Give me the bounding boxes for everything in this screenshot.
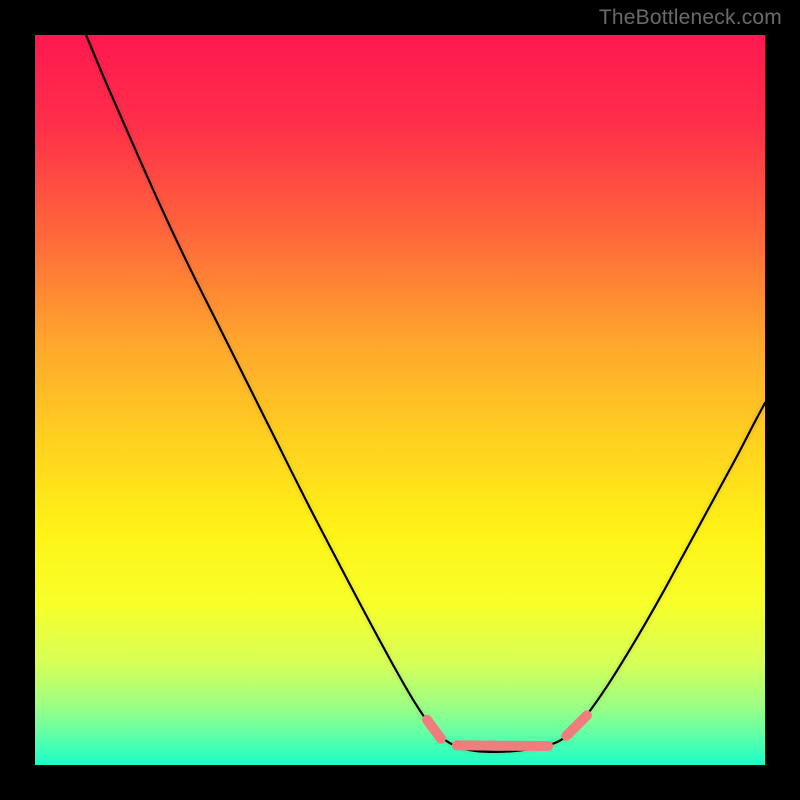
watermark-text: TheBottleneck.com	[599, 6, 782, 30]
chart-frame: TheBottleneck.com	[0, 0, 800, 800]
optimal-range-highlight	[35, 35, 765, 765]
plot-area	[35, 35, 765, 765]
